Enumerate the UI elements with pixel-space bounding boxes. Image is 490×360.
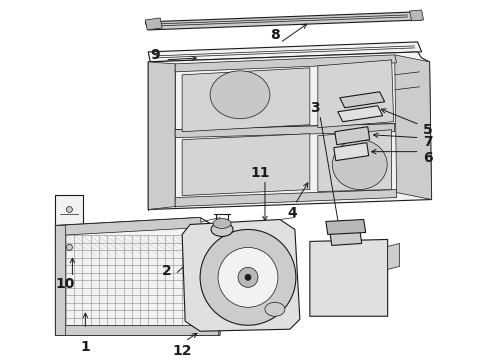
- Polygon shape: [388, 243, 400, 269]
- Ellipse shape: [67, 244, 73, 251]
- Text: 2: 2: [162, 264, 172, 278]
- Text: 12: 12: [172, 344, 192, 358]
- Polygon shape: [335, 127, 370, 145]
- Polygon shape: [330, 229, 362, 246]
- Polygon shape: [318, 60, 393, 128]
- Circle shape: [218, 247, 278, 307]
- Text: 3: 3: [310, 101, 319, 115]
- Polygon shape: [338, 106, 383, 122]
- Polygon shape: [410, 10, 423, 21]
- Text: 5: 5: [423, 123, 433, 137]
- Polygon shape: [182, 134, 310, 195]
- Polygon shape: [340, 92, 385, 108]
- Ellipse shape: [332, 140, 387, 190]
- Bar: [55, 194, 83, 252]
- Polygon shape: [182, 220, 300, 331]
- Ellipse shape: [210, 71, 270, 119]
- Polygon shape: [148, 52, 432, 210]
- Circle shape: [238, 267, 258, 287]
- Polygon shape: [148, 42, 421, 62]
- Polygon shape: [182, 68, 310, 132]
- Text: 4: 4: [287, 206, 297, 220]
- Polygon shape: [55, 225, 66, 335]
- Ellipse shape: [67, 226, 73, 233]
- Polygon shape: [175, 124, 394, 138]
- Text: 7: 7: [423, 135, 432, 149]
- Polygon shape: [175, 55, 396, 72]
- Text: 10: 10: [56, 277, 75, 291]
- Polygon shape: [318, 130, 392, 192]
- Circle shape: [200, 229, 296, 325]
- Polygon shape: [175, 190, 396, 207]
- Text: 1: 1: [80, 340, 90, 354]
- Polygon shape: [394, 55, 432, 199]
- Text: 8: 8: [270, 28, 280, 42]
- Text: 9: 9: [150, 48, 160, 62]
- Text: 11: 11: [250, 166, 270, 180]
- Polygon shape: [57, 217, 202, 235]
- Text: 6: 6: [423, 150, 432, 165]
- Polygon shape: [55, 217, 220, 335]
- Polygon shape: [334, 143, 368, 161]
- Ellipse shape: [265, 302, 285, 316]
- Circle shape: [245, 274, 251, 280]
- Polygon shape: [148, 62, 175, 210]
- Polygon shape: [145, 12, 421, 30]
- Ellipse shape: [67, 207, 73, 212]
- Ellipse shape: [213, 219, 231, 229]
- Polygon shape: [145, 18, 162, 30]
- Ellipse shape: [211, 222, 233, 237]
- Polygon shape: [57, 325, 218, 335]
- Polygon shape: [310, 239, 388, 316]
- Polygon shape: [326, 220, 366, 234]
